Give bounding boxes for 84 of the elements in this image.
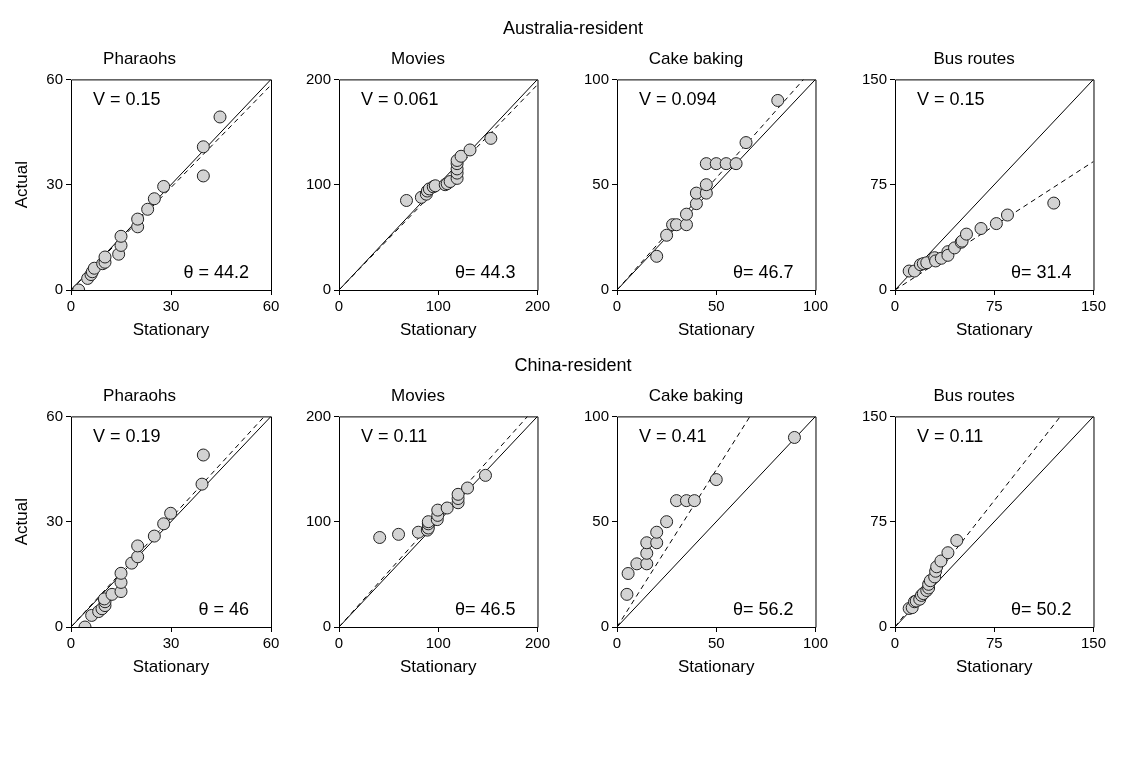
annotation: V = 0.11	[917, 426, 984, 447]
annotation: V = 0.061	[361, 89, 439, 110]
chart-title: Movies	[391, 385, 445, 405]
text: China-resident	[513, 354, 633, 377]
y-tick-label: 50	[592, 511, 609, 529]
y-tick-label: 0	[600, 617, 609, 635]
x-tick-label: 60	[262, 297, 280, 315]
x-tick-label: 100	[802, 634, 828, 652]
y-tick-label: 200	[305, 69, 331, 87]
y-tick-label: 60	[46, 406, 63, 424]
annotation: θ= 56.2	[732, 598, 794, 619]
x-tick-label: 60	[262, 634, 280, 652]
annotation: θ= 46.5	[454, 598, 516, 619]
x-tick-label: 100	[425, 297, 451, 315]
y-tick-label: 0	[878, 280, 887, 298]
y-tick-label: 30	[46, 511, 63, 529]
annotation: V = 0.15	[917, 89, 985, 110]
annotation: V = 0.11	[361, 426, 428, 447]
x-tick-label: 150	[1080, 297, 1106, 315]
x-tick-label: 0	[334, 297, 344, 315]
x-tick-label: 0	[890, 634, 900, 652]
x-tick-label: 200	[524, 634, 550, 652]
y-tick-label: 30	[46, 174, 63, 192]
y-tick-label: 0	[322, 617, 331, 635]
y-tick-label: 50	[592, 174, 609, 192]
x-tick-label: 0	[612, 297, 622, 315]
x-axis-title: Stationary	[132, 657, 210, 677]
y-tick-label: 60	[46, 69, 63, 87]
y-tick-label: 100	[305, 174, 331, 192]
y-tick-label: 0	[54, 280, 63, 298]
x-tick-label: 50	[707, 297, 725, 315]
chart-title: Bus routes	[933, 48, 1015, 68]
y-tick-label: 150	[861, 69, 887, 87]
y-tick-label: 150	[861, 406, 887, 424]
x-axis-title: Stationary	[955, 320, 1034, 340]
x-axis-title: Stationary	[132, 320, 210, 340]
chart-title: Cake baking	[648, 48, 744, 68]
x-tick-label: 0	[612, 634, 622, 652]
annotation: θ = 44.2	[183, 261, 249, 282]
x-axis-title: Stationary	[399, 657, 478, 677]
annotation: θ= 31.4	[1010, 261, 1072, 282]
x-tick-label: 50	[707, 634, 725, 652]
y-tick-label: 75	[870, 174, 887, 192]
y-tick-label: 0	[600, 280, 609, 298]
annotation: θ= 44.3	[454, 261, 516, 282]
y-tick-label: 100	[583, 406, 609, 424]
x-axis-title: Stationary	[399, 320, 478, 340]
x-tick-label: 200	[524, 297, 550, 315]
annotation: V = 0.19	[93, 426, 161, 447]
y-tick-label: 100	[305, 511, 331, 529]
x-tick-label: 75	[985, 297, 1003, 315]
x-tick-label: 100	[425, 634, 451, 652]
x-tick-label: 75	[985, 634, 1003, 652]
annotation: θ= 46.7	[732, 261, 794, 282]
y-tick-label: 0	[878, 617, 887, 635]
annotation: V = 0.15	[93, 89, 161, 110]
x-tick-label: 0	[66, 297, 76, 315]
x-tick-label: 150	[1080, 634, 1106, 652]
x-tick-label: 0	[334, 634, 344, 652]
x-tick-label: 0	[66, 634, 76, 652]
annotation: θ = 46	[198, 598, 249, 619]
text: Australia-resident	[501, 17, 645, 40]
x-tick-label: 0	[890, 297, 900, 315]
y-tick-label: 75	[870, 511, 887, 529]
x-axis-title: Stationary	[677, 657, 756, 677]
annotation: V = 0.094	[639, 89, 717, 110]
annotation: θ= 50.2	[1010, 598, 1072, 619]
y-tick-label: 100	[583, 69, 609, 87]
x-tick-label: 30	[162, 297, 180, 315]
x-tick-label: 30	[162, 634, 180, 652]
chart-title: Pharaohs	[103, 48, 176, 68]
x-axis-title: Stationary	[677, 320, 756, 340]
annotation: V = 0.41	[639, 426, 707, 447]
chart-title: Pharaohs	[103, 385, 176, 405]
chart-title: Cake baking	[648, 385, 744, 405]
chart-title: Bus routes	[933, 385, 1015, 405]
y-tick-label: 0	[322, 280, 331, 298]
y-axis-title: Actual	[11, 498, 31, 546]
y-tick-label: 0	[54, 617, 63, 635]
x-tick-label: 100	[802, 297, 828, 315]
x-axis-title: Stationary	[955, 657, 1034, 677]
chart-title: Movies	[391, 48, 445, 68]
y-tick-label: 200	[305, 406, 331, 424]
y-axis-title: Actual	[11, 161, 31, 209]
